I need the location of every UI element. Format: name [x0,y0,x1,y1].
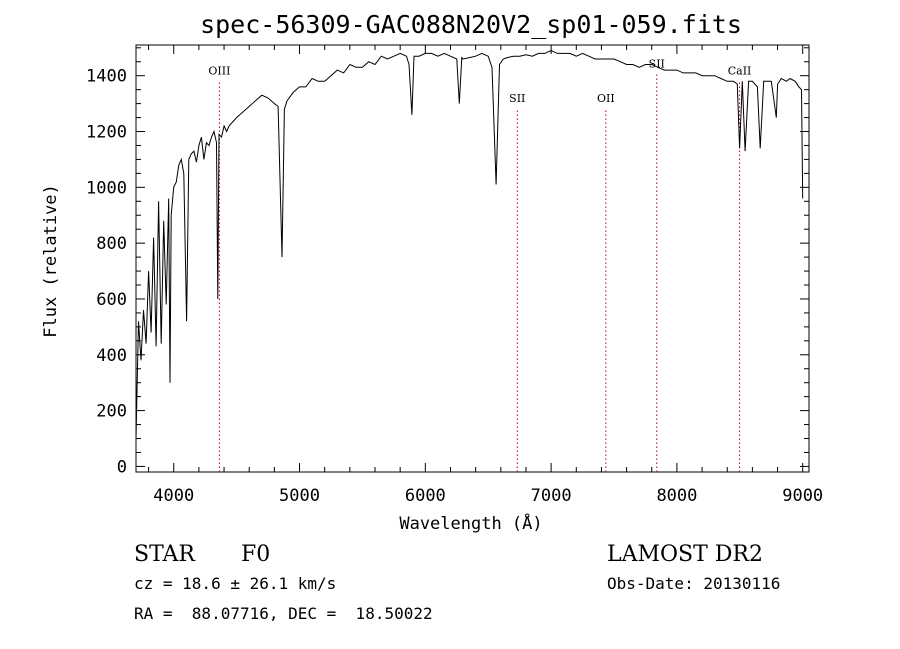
x-tick-label: 5000 [279,486,320,506]
y-tick-label: 200 [96,402,127,422]
x-axis-label: Wavelength (Å) [399,512,542,534]
axis-ticks [136,45,809,472]
spectral-subclass: F0 [241,542,270,567]
y-tick-label: 800 [96,234,127,254]
survey-name: LAMOST DR2 [607,542,763,567]
y-tick-label: 400 [96,346,127,366]
y-tick-label: 1200 [86,123,127,143]
line-markers: OIII SII OII SII CaII [208,57,751,472]
x-tick-label: 9000 [782,486,823,506]
y-axis-label: Flux (relative) [41,184,61,338]
x-tick-label: 6000 [405,486,446,506]
chart-title: spec-56309-GAC088N20V2_sp01-059.fits [200,10,742,39]
marker-label: OIII [208,64,230,77]
y-tick-label: 1400 [86,67,127,87]
coordinates-text: RA = 88.07716, DEC = 18.50022 [134,604,433,623]
tick-labels: 4000 5000 6000 7000 8000 9000 0 200 400 600 800 100… [86,67,823,506]
y-tick-label: 600 [96,290,127,310]
x-tick-label: 8000 [656,486,697,506]
marker-label: CaII [728,64,752,77]
x-tick-label: 7000 [531,486,572,506]
spectrum-line [135,50,804,439]
y-tick-label: 1000 [86,178,127,198]
object-type: STAR [134,542,196,567]
plot-frame [135,44,810,473]
y-tick-label: 0 [117,457,127,477]
marker-label: SII [509,92,525,105]
marker-label: OII [597,92,615,105]
x-tick-label: 4000 [153,486,194,506]
marker-label: SII [649,57,665,70]
redshift-text: cz = 18.6 ± 26.1 km/s [134,574,336,593]
obs-date: Obs-Date: 20130116 [607,574,780,593]
